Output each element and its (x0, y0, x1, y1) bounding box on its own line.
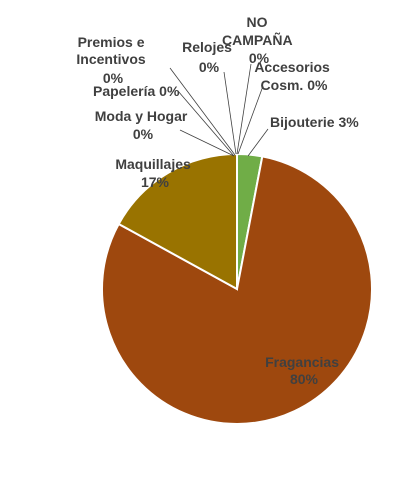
accesorios-name-line1: Accesorios (254, 59, 330, 75)
premios-name-line1: Premios e (78, 34, 145, 50)
moda-hogar-pct: 0% (133, 126, 154, 142)
accesorios-name-line2-pct: Cosm. 0% (261, 77, 328, 93)
leader-no-campana (236, 63, 252, 155)
data-label-papeleria: Papelería 0% (93, 83, 180, 99)
leader-accesorios (237, 85, 264, 155)
premios-name-line2: Incentivos (76, 51, 145, 67)
pie-slices (101, 152, 373, 425)
maquillajes-pct: 17% (141, 174, 170, 190)
pie-slice-maquillajes (117, 152, 238, 291)
no-campana-name-line1: NO (247, 14, 268, 30)
premios-pct: 0% (103, 70, 124, 86)
data-label-moda-hogar: Moda y Hogar 0% (95, 108, 191, 142)
leader-lines (169, 63, 269, 157)
data-label-bijouterie: Bijouterie 3% (270, 114, 359, 130)
data-label-relojes: Relojes 0% (182, 39, 236, 75)
papeleria-pct: 0% (159, 83, 180, 99)
data-label-no-campana: NO CAMPAÑA 0% (222, 14, 296, 66)
relojes-pct: 0% (199, 59, 220, 75)
data-label-fragancias: Fragancias 80% (265, 354, 343, 387)
leader-papeleria (177, 90, 235, 157)
pie-slice-fragancias (101, 155, 373, 425)
leader-moda-hogar (179, 129, 235, 157)
data-label-accesorios: Accesorios Cosm. 0% (254, 59, 333, 93)
data-label-maquillajes: Maquillajes 17% (115, 156, 194, 190)
leader-bijouterie (247, 128, 269, 157)
leader-premios (169, 67, 236, 156)
leader-relojes (223, 71, 237, 155)
relojes-name: Relojes (182, 39, 232, 55)
bijouterie-name: Bijouterie (270, 114, 335, 130)
no-campana-name-line2: CAMPAÑA (222, 31, 292, 48)
maquillajes-name: Maquillajes (115, 156, 191, 172)
moda-hogar-name: Moda y Hogar (95, 108, 188, 124)
fragancias-pct: 80% (290, 371, 319, 387)
fragancias-name: Fragancias (265, 354, 339, 370)
papeleria-name: Papelería (93, 83, 155, 99)
bijouterie-pct: 3% (338, 114, 359, 130)
no-campana-pct: 0% (249, 50, 270, 66)
data-label-premios: Premios e Incentivos 0% (76, 34, 149, 86)
